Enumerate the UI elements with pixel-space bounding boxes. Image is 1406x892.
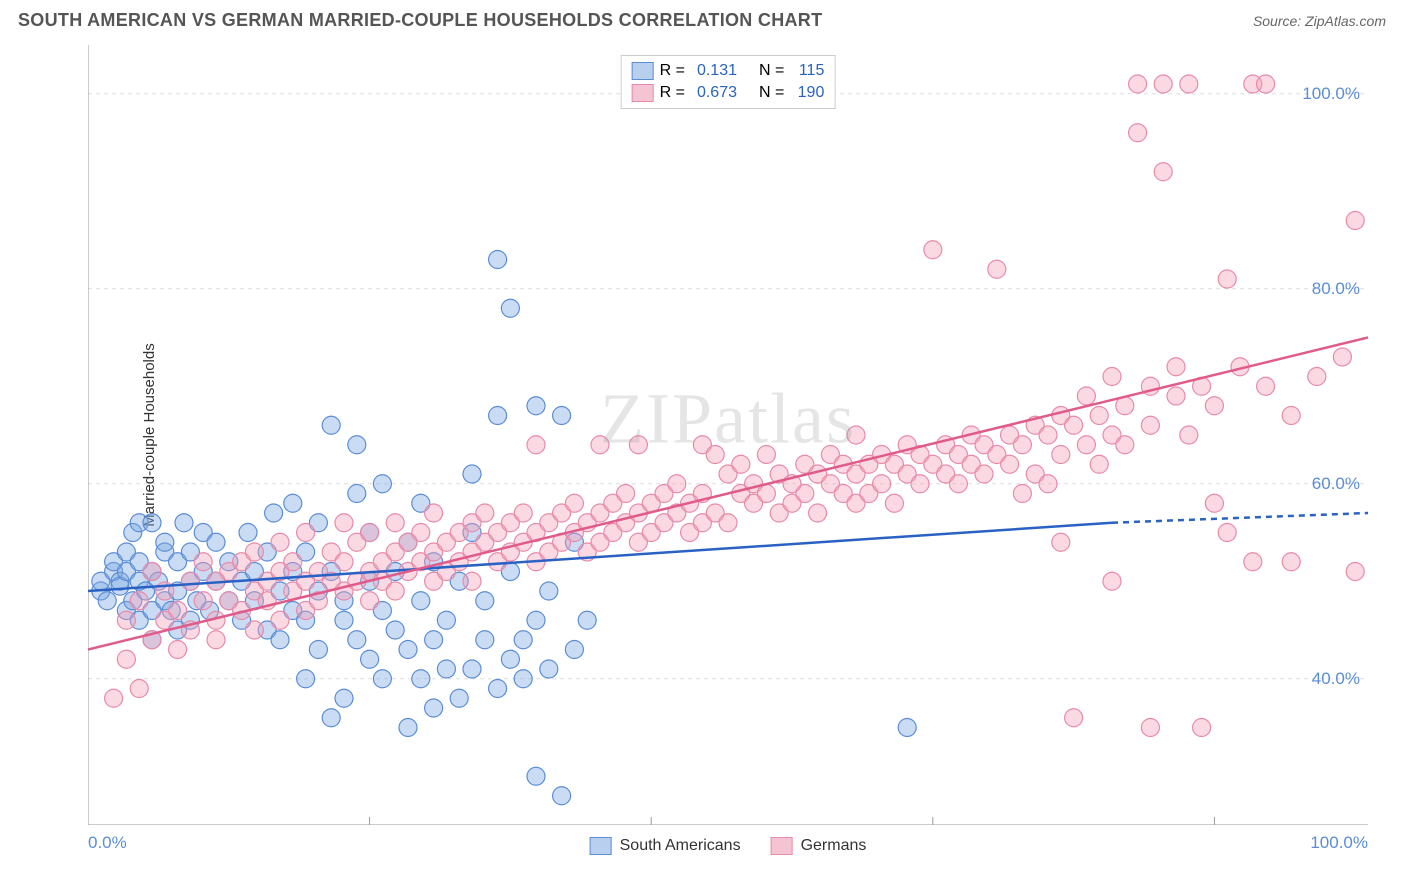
series-swatch bbox=[590, 837, 612, 855]
y-tick-label: 40.0% bbox=[1312, 669, 1360, 689]
stat-value: 0.131 bbox=[691, 62, 737, 80]
stat-label: R = bbox=[660, 62, 685, 80]
source-attribution: Source: ZipAtlas.com bbox=[1253, 13, 1386, 29]
stat-label: N = bbox=[759, 62, 784, 80]
chart-title: SOUTH AMERICAN VS GERMAN MARRIED-COUPLE … bbox=[18, 10, 822, 31]
stats-row: R = 0.673 N = 190 bbox=[632, 82, 825, 104]
series-swatch bbox=[632, 84, 654, 102]
legend-item: Germans bbox=[771, 837, 867, 855]
stat-label: R = bbox=[660, 84, 685, 102]
legend-label: Germans bbox=[801, 837, 867, 855]
legend-label: South Americans bbox=[620, 837, 741, 855]
series-swatch bbox=[771, 837, 793, 855]
stat-value: 190 bbox=[790, 84, 824, 102]
y-tick-label: 60.0% bbox=[1312, 474, 1360, 494]
x-tick-label: 0.0% bbox=[88, 833, 127, 853]
series-swatch bbox=[632, 62, 654, 80]
legend-item: South Americans bbox=[590, 837, 741, 855]
y-tick-label: 100.0% bbox=[1302, 84, 1360, 104]
x-tick-label: 100.0% bbox=[1310, 833, 1368, 853]
stats-legend: R = 0.131 N = 115 R = 0.673 N = 190 bbox=[621, 55, 836, 109]
scatter-plot bbox=[88, 45, 1368, 825]
stats-row: R = 0.131 N = 115 bbox=[632, 60, 825, 82]
stat-value: 115 bbox=[790, 62, 824, 80]
stat-value: 0.673 bbox=[691, 84, 737, 102]
y-tick-label: 80.0% bbox=[1312, 279, 1360, 299]
series-legend: South Americans Germans bbox=[590, 837, 867, 855]
chart-area: Married-couple Households ZIPatlas R = 0… bbox=[50, 45, 1390, 825]
stat-label: N = bbox=[759, 84, 784, 102]
